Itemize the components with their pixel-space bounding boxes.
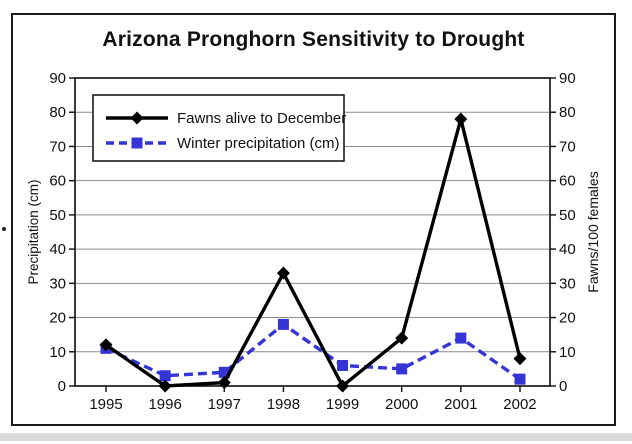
left-tick-label: 90 <box>49 70 66 87</box>
x-tick-label: 1999 <box>326 396 359 413</box>
right-tick-label: 60 <box>559 173 576 190</box>
right-tick-label: 30 <box>559 275 576 292</box>
diamond-marker <box>336 379 350 393</box>
stray-dot <box>2 227 6 231</box>
square-marker <box>277 318 289 330</box>
diamond-marker <box>130 111 144 125</box>
square-marker <box>131 137 143 149</box>
square-marker <box>514 373 526 385</box>
square-marker <box>218 366 230 378</box>
x-tick-label: 1998 <box>267 396 300 413</box>
plot-frame <box>74 77 551 387</box>
series-fawns-alive-to-december <box>99 112 527 393</box>
right-tick-label: 50 <box>559 207 576 224</box>
page-bottom-strip <box>0 433 632 441</box>
right-tick-label: 70 <box>559 138 576 155</box>
right-axis: 0 10 20 30 40 50 60 70 80 90 Fawns/100 females <box>550 70 601 395</box>
left-axis-title: Precipitation (cm) <box>26 179 41 284</box>
diamond-marker <box>513 352 527 366</box>
square-marker <box>159 370 171 382</box>
chart-title: Arizona Pronghorn Sensitivity to Drought <box>102 28 525 51</box>
right-tick-label: 10 <box>559 344 576 361</box>
left-tick-label: 40 <box>49 241 66 258</box>
square-marker <box>337 359 349 371</box>
left-tick-label: 0 <box>58 378 66 395</box>
legend-label-winter-precipitation-cm-: Winter precipitation (cm) <box>177 135 340 152</box>
left-tick-label: 10 <box>49 344 66 361</box>
x-tick-label: 2000 <box>385 396 418 413</box>
left-tick-label: 30 <box>49 275 66 292</box>
left-tick-label: 80 <box>49 104 66 121</box>
x-axis: 1995 1996 1997 1998 1999 2000 2001 2002 <box>89 386 537 413</box>
left-tick-label: 70 <box>49 138 66 155</box>
x-tick-label: 1997 <box>208 396 241 413</box>
right-tick-label: 80 <box>559 104 576 121</box>
diamond-marker <box>454 112 468 126</box>
diamond-marker <box>99 338 113 352</box>
x-tick-label: 1995 <box>89 396 122 413</box>
left-tick-label: 20 <box>49 310 66 327</box>
x-tick-label: 1996 <box>148 396 181 413</box>
right-tick-label: 90 <box>559 70 576 87</box>
diamond-marker <box>217 376 231 390</box>
x-tick-label: 2001 <box>444 396 477 413</box>
right-tick-label: 20 <box>559 310 576 327</box>
legend-label-fawns-alive-to-december: Fawns alive to December <box>177 110 346 127</box>
x-tick-label: 2002 <box>503 396 536 413</box>
right-tick-label: 40 <box>559 241 576 258</box>
legend: Fawns alive to December Winter precipitat… <box>92 94 346 162</box>
left-axis: 0 10 20 30 40 50 60 70 80 90 Precipitation (cm) <box>26 70 75 395</box>
diamond-marker <box>158 379 172 393</box>
figure-frame: Arizona Pronghorn Sensitivity to Drought <box>11 13 616 426</box>
right-axis-title: Fawns/100 females <box>585 171 601 292</box>
left-tick-label: 50 <box>49 207 66 224</box>
square-marker <box>396 363 408 375</box>
diamond-marker <box>395 331 409 345</box>
left-tick-label: 60 <box>49 173 66 190</box>
diamond-marker <box>276 266 290 280</box>
right-tick-label: 0 <box>559 378 567 395</box>
legend-box <box>92 94 345 162</box>
square-marker <box>455 332 467 344</box>
